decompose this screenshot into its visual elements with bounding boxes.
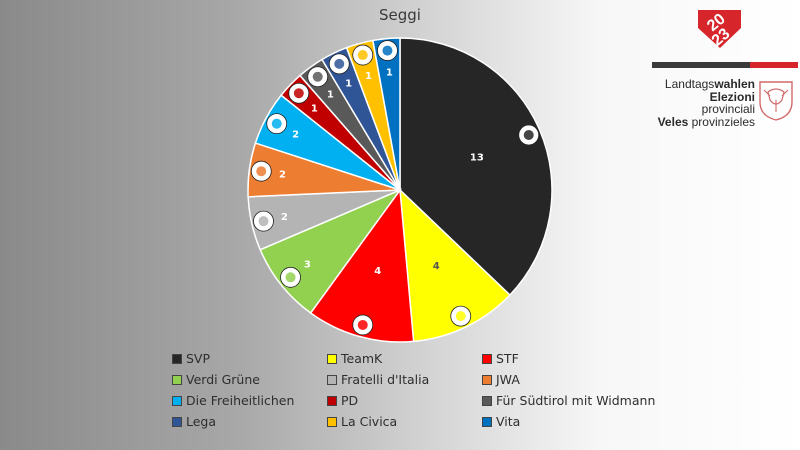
legend-swatch [172,395,182,406]
vita-logo-icon [377,40,398,61]
legend-label: SVP [186,351,211,366]
legend: SVP TeamK STF Verdi Grüne Fratelli d'Italia J… [172,350,672,430]
legend-swatch [327,353,337,364]
legend-label: Lega [186,414,217,429]
legend-swatch [482,416,492,427]
legend-label: Vita [496,414,521,429]
legend-swatch [482,374,492,385]
pie-value-label-svp: 13 [470,153,484,164]
south-tyrol-eagle-coat-of-arms-icon [759,81,793,121]
pie-value-label-fur-sudtirol-mit-widmann: 1 [327,90,334,101]
pie-party-logos [250,40,540,336]
legend-label: STF [496,351,519,366]
year-badge: 20 23 [652,10,798,68]
pie-slice-vita [371,37,401,191]
legend-label: PD [341,393,359,408]
legend-label: Die Freiheitlichen [186,393,295,408]
lega-logo-icon [328,53,350,75]
pie-value-label-stf: 4 [374,266,381,277]
election-logo-text: Landtagswahlen Elezioni provinciali Vele… [655,78,755,128]
legend-item-pd: PD [327,392,482,409]
legend-label: JWA [496,372,520,387]
pie-slice-svp [399,37,553,297]
legend-item-verdi-grune: Verdi Grüne [172,371,327,388]
legend-swatch [482,395,492,406]
pie-value-label-die-freiheitlichen: 2 [292,129,299,140]
legend-swatch [327,416,337,427]
legend-item-die-freiheitlichen: Die Freiheitlichen [172,392,327,409]
pie-value-label-la-civica: 1 [365,71,372,82]
logo-line-lad: Veles provinzieles [657,114,755,129]
pie-slice-stf [309,187,415,343]
legend-label: Für Südtirol mit Widmann [496,393,656,408]
chart-title: Seggi [379,6,421,24]
legend-swatch [172,374,182,385]
pie-value-label-pd: 1 [311,104,318,115]
legend-item-jwa: JWA [482,371,672,388]
legend-label: Fratelli d'Italia [341,372,430,387]
legend-item-stf: STF [482,350,672,367]
legend-swatch [172,353,182,364]
badge-shape [698,10,741,48]
team-k-logo-icon [450,305,472,327]
legend-swatch [327,395,337,406]
legend-swatch [482,353,492,364]
legend-item-lega: Lega [172,413,327,430]
legend-item-fratelli-d-italia: Fratelli d'Italia [327,371,482,388]
legend-label: La Civica [341,414,398,429]
pie-value-label-fratelli-d-italia: 2 [281,212,288,223]
legend-item-svp: SVP [172,350,327,367]
logo-line-de: Landtagswahlen [664,77,755,91]
legend-item-vita: Vita [482,413,672,430]
legend-label: Verdi Grüne [186,372,260,387]
legend-item-la-civica: La Civica [327,413,482,430]
pd-logo-icon [288,82,310,104]
legend-swatch [172,416,182,427]
la-civica-logo-icon [352,44,374,66]
jwa-logo-icon [250,160,272,182]
stf-logo-icon [352,314,374,336]
legend-label: TeamK [341,351,383,366]
legend-item-fur-sudtirol-mit-widmann: Für Südtirol mit Widmann [482,392,672,409]
logo-line-it: Elezioni provinciali [701,89,755,116]
legend-swatch [327,374,337,385]
pie-slices [247,37,553,343]
legend-item-teamk: TeamK [327,350,482,367]
freiheitlichen-logo-icon [266,113,288,135]
pie-value-label-verdi-grune: 3 [304,259,311,270]
badge-bar-red [750,62,798,68]
pie-slice-teamk [399,188,511,343]
svp-eagle-logo-icon [518,124,540,146]
badge-bar-dark [652,62,750,68]
year-badge-diamond-icon [698,10,741,48]
verdi-dove-logo-icon [280,266,301,288]
fdi-meloni-logo-icon [253,210,274,232]
election-logo: 20 23 [638,10,798,121]
pie-value-label-teamk: 4 [433,261,440,272]
pie-value-label-jwa: 2 [279,170,286,181]
pie-value-label-vita: 1 [386,67,393,78]
widmann-logo-icon [307,66,329,88]
pie-value-label-lega: 1 [345,79,352,90]
